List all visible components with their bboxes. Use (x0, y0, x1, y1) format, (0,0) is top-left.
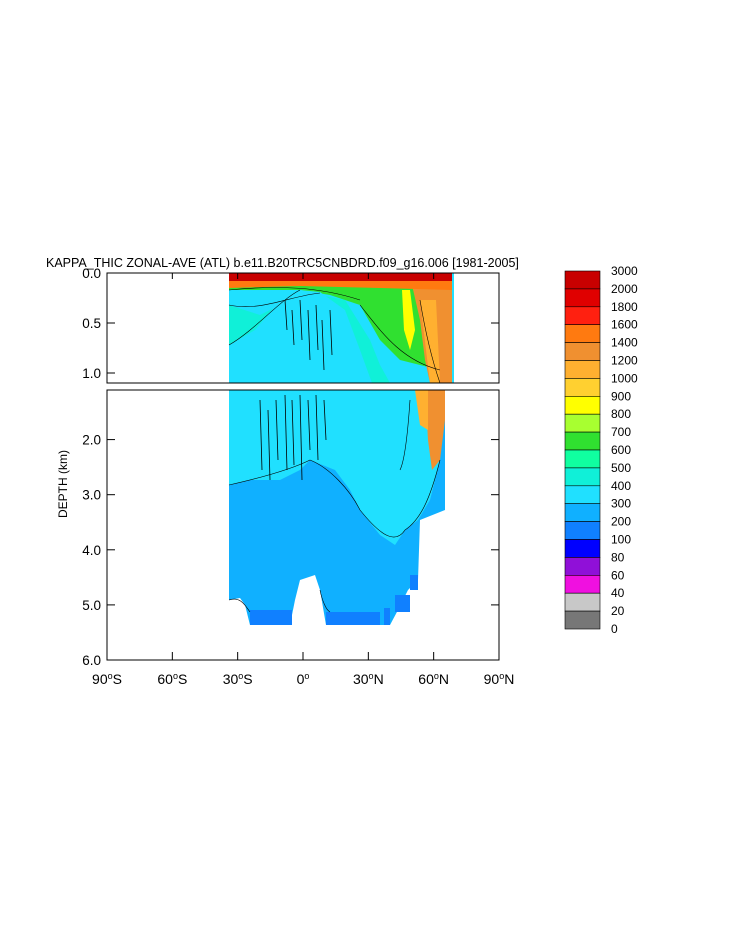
colorbar-swatch-1 (564, 288, 601, 308)
colorbar-label-10: 600 (611, 443, 631, 457)
colorbar-swatch-19 (564, 610, 601, 630)
lower-panel (228, 390, 445, 625)
lower-bottom-strips (250, 575, 418, 625)
lower-y-tick-label-1: 3.0 (82, 488, 101, 503)
colorbar-label-12: 400 (611, 479, 631, 493)
lower-y-tick-label-3: 5.0 (82, 598, 101, 613)
x-tick-label-3: 0o (297, 671, 310, 687)
colorbar-label-15: 100 (611, 533, 631, 547)
upper-contour-lines (228, 287, 441, 383)
x-tick-label-1: 60oS (157, 671, 187, 687)
lower-orange-right (425, 390, 445, 470)
colorbar-swatch-7 (564, 395, 601, 415)
upper-light-orange (420, 300, 440, 383)
colorbar-swatch-10 (564, 449, 601, 469)
upper-red-surface (229, 273, 452, 281)
colorbar-swatch-12 (564, 485, 601, 504)
upper-cyan-core (229, 290, 372, 383)
colorbar-swatch-15 (564, 539, 601, 558)
colorbar-swatch-17 (564, 574, 601, 594)
lower-noise-lines (259, 394, 327, 481)
y-axis-label: DEPTH (km) (56, 450, 70, 518)
colorbar-swatch-0 (564, 270, 601, 290)
lower-y-tick-label-0: 2.0 (82, 433, 101, 448)
colorbar-label-3: 1600 (611, 318, 638, 332)
colorbar-swatch-13 (564, 503, 601, 522)
colorbar-label-19: 20 (611, 604, 625, 618)
colorbar-swatch-8 (564, 413, 601, 433)
colorbar-label-14: 200 (611, 515, 631, 529)
x-tick-label-5: 60oN (418, 671, 449, 687)
chart-title: KAPPA_THIC ZONAL-AVE (ATL) b.e11.B20TRC5… (46, 256, 519, 270)
colorbar-label-20: 0 (611, 622, 618, 636)
colorbar-label-2: 1800 (611, 300, 638, 314)
colorbar-label-11: 500 (611, 461, 631, 475)
colorbar-swatch-3 (564, 324, 601, 343)
lower-y-tick-label-4: 6.0 (82, 653, 101, 668)
colorbar-swatch-16 (564, 557, 601, 576)
lower-contour-lines (228, 399, 441, 613)
y-axis-ticks: 0.0 0.5 1.0 2.0 3.0 4.0 5.0 6.0 (82, 266, 499, 668)
colorbar-swatch-2 (564, 306, 601, 325)
colorbar-label-13: 300 (611, 497, 631, 511)
colorbar: 3000200018001600140012001000900800700600… (564, 264, 638, 636)
x-axis-ticks: 90oS 60oS 30oS 0o 30oN 60oN 90oN (92, 273, 514, 687)
colorbar-swatch-9 (564, 431, 601, 451)
lower-light-orange (415, 390, 428, 430)
x-tick-label-4: 30oN (353, 671, 384, 687)
upper-green-band (229, 275, 452, 380)
colorbar-label-18: 40 (611, 586, 625, 600)
upper-y-tick-label-1: 0.5 (82, 316, 101, 331)
colorbar-label-4: 1400 (611, 336, 638, 350)
colorbar-swatch-5 (564, 360, 601, 379)
colorbar-label-5: 1200 (611, 354, 638, 368)
colorbar-label-8: 800 (611, 407, 631, 421)
upper-noise-lines (284, 299, 333, 371)
colorbar-label-0: 3000 (611, 264, 638, 278)
colorbar-swatch-18 (564, 592, 601, 612)
lower-y-tick-label-2: 4.0 (82, 543, 101, 558)
x-tick-label-0: 90oS (92, 671, 122, 687)
colorbar-swatch-4 (564, 342, 601, 361)
colorbar-swatch-6 (564, 378, 601, 397)
x-tick-label-6: 90oN (484, 671, 515, 687)
colorbar-label-17: 60 (611, 568, 625, 582)
colorbar-label-16: 80 (611, 550, 625, 564)
upper-yellow-patch (402, 290, 415, 350)
upper-y-tick-label-0: 0.0 (82, 266, 101, 281)
upper-y-tick-label-2: 1.0 (82, 366, 101, 381)
colorbar-label-7: 900 (611, 389, 631, 403)
x-tick-label-2: 30oS (223, 671, 253, 687)
colorbar-swatch-14 (564, 521, 601, 540)
colorbar-swatch-11 (564, 467, 601, 487)
colorbar-label-1: 2000 (611, 282, 638, 296)
colorbar-label-9: 700 (611, 425, 631, 439)
lower-cyan-region (229, 390, 445, 545)
colorbar-label-6: 1000 (611, 371, 638, 385)
upper-panel (228, 273, 454, 383)
